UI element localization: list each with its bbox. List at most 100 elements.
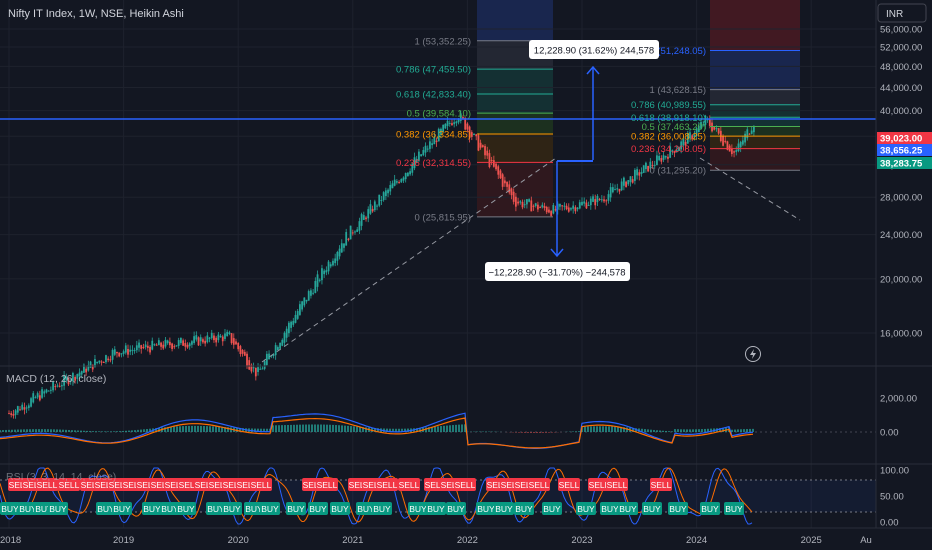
buy-signal-label: BUY: [495, 504, 513, 514]
candle-body: [713, 126, 716, 130]
buy-signal: [494, 502, 514, 515]
fib-right-zone: [710, 89, 800, 105]
sell-signal-label: SELL: [81, 480, 102, 490]
candle-body: [406, 172, 409, 177]
candle-body: [142, 347, 145, 349]
buy-signal-label: BUY: [725, 504, 743, 514]
candle-body: [541, 204, 544, 208]
sell-signal-label: SELL: [559, 480, 580, 490]
candle-body: [660, 158, 663, 162]
candle-body: [14, 410, 17, 415]
time-label: 2020: [228, 535, 249, 546]
candle-body: [440, 128, 442, 136]
candle-body: [508, 184, 511, 193]
candle-body: [594, 199, 597, 206]
candle-body: [369, 204, 372, 214]
candle-body: [567, 207, 570, 212]
candle-body: [85, 368, 88, 373]
buy-signal: [668, 502, 688, 515]
buy-signal-label: BUY: [97, 504, 115, 514]
sell-signal-label: SELL: [109, 480, 130, 490]
lightning-icon[interactable]: [745, 346, 761, 362]
candle-body: [94, 359, 96, 368]
candle-body: [323, 270, 326, 275]
currency-button[interactable]: [877, 3, 927, 23]
candle-body: [107, 358, 110, 361]
candle-body: [614, 189, 616, 191]
candle-body: [636, 169, 638, 176]
candle-body: [318, 279, 321, 281]
candle-body: [316, 274, 319, 287]
buy-signal: [244, 502, 264, 515]
sell-signal-label: SELL: [23, 480, 44, 490]
candle-body: [314, 280, 317, 293]
candle-body: [581, 201, 583, 206]
sell-signal-label: SELL: [209, 480, 230, 490]
sell-signal: [58, 478, 80, 491]
sell-signal-label: SELL: [37, 480, 58, 490]
candle-body: [74, 377, 77, 381]
buy-signal-label: BUY: [261, 504, 279, 514]
measure-down-box: [485, 262, 630, 281]
candle-body: [490, 159, 493, 161]
candle-body: [349, 225, 352, 240]
fib-left-label: 1 (53,352.25): [414, 36, 471, 47]
candle-body: [554, 209, 557, 211]
sell-signal: [316, 478, 338, 491]
sell-signal-label: SELL: [151, 480, 172, 490]
candle-body: [371, 208, 374, 212]
candle-body: [276, 347, 279, 351]
candle-body: [301, 301, 304, 310]
fib-zones: [477, 0, 800, 217]
measure-up-box: [529, 40, 659, 59]
candle-body: [409, 171, 411, 175]
candle-body: [321, 268, 323, 281]
candle-body: [252, 367, 255, 369]
candle-body: [43, 391, 46, 394]
candle-body: [455, 121, 458, 124]
candle-body: [168, 341, 171, 346]
fib-right-zone: [710, 50, 800, 90]
candle-body: [279, 342, 281, 349]
candle-body: [290, 321, 292, 328]
buy-signal: [160, 502, 180, 515]
candle-body: [715, 128, 718, 130]
buy-signal: [576, 502, 596, 515]
candle-body: [391, 183, 394, 189]
candle-body: [741, 140, 744, 145]
candle-body: [459, 113, 462, 121]
candle-body: [627, 180, 630, 185]
candle-body: [708, 119, 711, 126]
candle-body: [87, 364, 90, 371]
buy-signal-label: BUY: [477, 504, 495, 514]
candle-body: [237, 342, 240, 350]
candle-body: [400, 179, 403, 183]
candle-body: [120, 353, 123, 355]
buy-signal: [642, 502, 662, 515]
price-tick-label: 52,000.00: [880, 42, 922, 53]
candle-body: [100, 361, 103, 363]
candle-body: [34, 397, 37, 399]
candle-body: [448, 122, 451, 124]
candle-body: [155, 344, 158, 346]
candle-body: [510, 188, 513, 196]
sell-signal-label: SELL: [59, 480, 80, 490]
candle-body: [633, 169, 636, 181]
sell-signal-label: SELL: [441, 480, 462, 490]
candle-body: [334, 258, 337, 264]
stoch-tick-label: 100.00: [880, 466, 909, 477]
price-tick-label: 56,000.00: [880, 25, 922, 36]
candle-body: [411, 163, 414, 173]
buy-signal-label: BUY: [207, 504, 225, 514]
candle-body: [343, 243, 345, 248]
price-badge-label: 38,283.75: [880, 159, 923, 170]
candle-body: [109, 359, 112, 361]
candle-body: [226, 331, 229, 337]
candle-body: [585, 202, 588, 209]
candle-body: [697, 125, 700, 133]
buy-signal: [18, 502, 38, 515]
candle-body: [622, 177, 625, 186]
candle-body: [638, 172, 641, 176]
sell-signal-label: SELL: [607, 480, 628, 490]
